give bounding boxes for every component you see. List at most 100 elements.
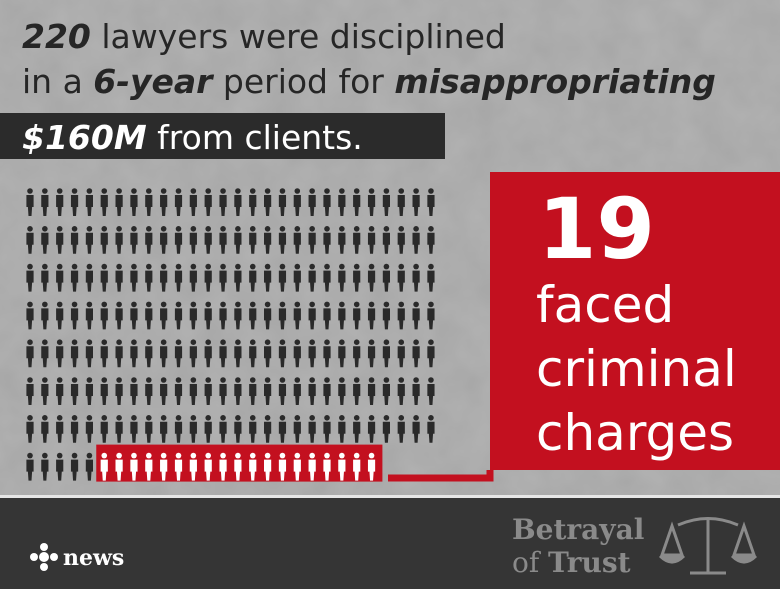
lawyer [56,188,64,216]
body [204,421,212,443]
lawyer [26,188,34,216]
body [382,270,390,292]
head [190,339,197,346]
body [41,270,49,292]
head [339,188,345,194]
lawyer [70,415,79,443]
body [100,232,108,254]
head [116,263,122,270]
lawyer [412,226,420,254]
body [204,195,212,216]
callout-number: 19 [538,180,655,278]
lawyer [174,415,183,443]
head [175,226,182,232]
head [339,301,345,308]
lawyer [278,377,287,405]
body [338,421,346,443]
body [427,270,435,292]
body [70,232,79,254]
lawyer [26,377,34,405]
lawyer [41,263,49,292]
lawyer [160,415,168,443]
head [428,263,434,270]
body [338,232,346,254]
lawyer [41,377,49,405]
head [27,339,33,346]
head [42,415,48,421]
head [175,301,182,308]
charged-lawyer [160,452,168,481]
body [427,346,435,368]
lawyer [26,263,34,292]
body [323,384,331,405]
body [85,308,93,330]
body [100,195,108,216]
lawyer [70,377,79,405]
body [26,421,34,443]
lawyer [56,301,64,330]
head [353,301,360,308]
charged-lawyer [367,452,376,481]
lawyer [264,415,272,443]
lawyer [412,301,420,330]
body [338,270,346,292]
lawyer [397,415,405,443]
head [249,263,256,270]
head [42,188,48,194]
body [308,384,316,405]
head [339,339,345,346]
head [71,415,78,421]
head [309,301,315,308]
lawyer [427,415,435,443]
lawyer [323,263,331,292]
head [383,301,390,308]
body [204,232,212,254]
lawyer [26,301,34,330]
body [174,421,183,443]
body [412,232,420,254]
lawyer [382,301,390,330]
body [397,384,405,405]
body [278,421,287,443]
headline: 220 lawyers were disciplined in a 6-year … [22,17,716,157]
head [264,339,271,346]
head [116,452,122,459]
head [294,415,301,421]
body [278,459,287,481]
body [145,232,153,254]
body [264,195,272,216]
body [412,346,420,368]
lawyer [219,339,227,368]
lawyer [130,188,138,216]
body [85,270,93,292]
head [220,263,226,270]
body [249,421,257,443]
lawyer [264,188,272,216]
head [42,301,48,308]
body [100,421,108,443]
lawyer [41,226,49,254]
body [26,308,34,330]
body [56,232,64,254]
head [264,188,271,194]
head [146,226,152,232]
head [71,301,78,308]
body [130,346,138,368]
body [367,384,376,405]
lawyer [70,263,79,292]
head [71,226,78,232]
body [367,232,376,254]
head [249,339,256,346]
body [41,346,49,368]
lawyer [145,301,153,330]
head [56,452,63,459]
body [308,270,316,292]
lawyer [278,188,287,216]
lawyer [382,188,390,216]
head [205,301,211,308]
body [145,270,153,292]
lawyer [278,339,287,368]
lawyer [234,377,242,405]
body [412,384,420,405]
head [398,339,405,346]
